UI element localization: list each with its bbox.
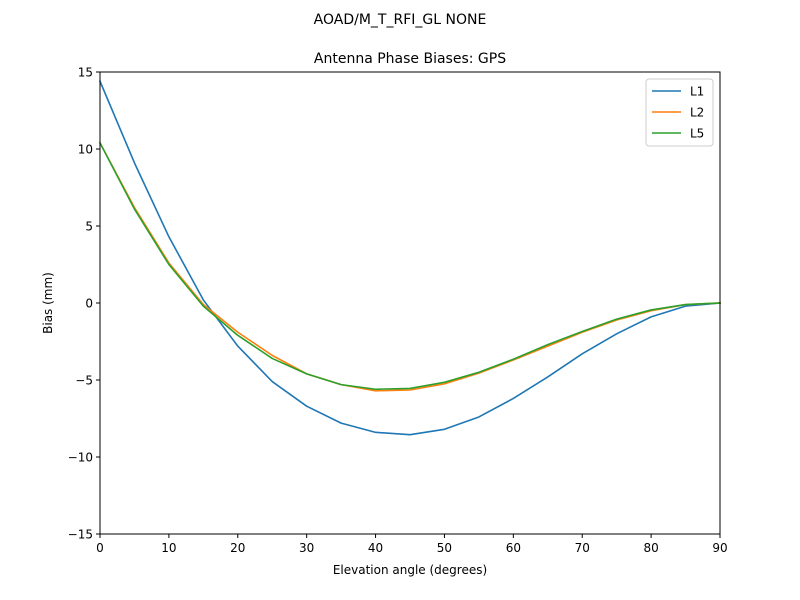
- y-tick-label: 15: [78, 66, 93, 80]
- x-tick-label: 20: [230, 541, 245, 555]
- x-tick-label: 0: [96, 541, 104, 555]
- x-tick-label: 90: [712, 541, 727, 555]
- series-line-l2: [98, 141, 721, 392]
- y-tick-label: −15: [68, 528, 93, 542]
- plot-lines: [98, 80, 721, 436]
- plot-area-frame: [99, 71, 721, 535]
- legend-label-l2: L2: [690, 106, 704, 120]
- x-tick-label: 40: [368, 541, 383, 555]
- x-tick-label: 30: [299, 541, 314, 555]
- y-tick-label: 5: [85, 220, 93, 234]
- series-line-l5: [98, 141, 721, 391]
- figure-suptitle: AOAD/M_T_RFI_GL NONE: [314, 12, 487, 28]
- chart-title: Antenna Phase Biases: GPS: [314, 51, 506, 67]
- legend: L1 L2 L5: [645, 78, 714, 147]
- x-tick-label: 70: [575, 541, 590, 555]
- y-tick-label: −5: [75, 374, 93, 388]
- y-tick-label: 10: [78, 143, 93, 157]
- x-axis-label: Elevation angle (degrees): [333, 563, 487, 577]
- x-tick-label: 50: [437, 541, 452, 555]
- y-tick-label: −10: [68, 451, 93, 465]
- x-tick-label: 60: [506, 541, 521, 555]
- y-tick-label: 0: [85, 297, 93, 311]
- legend-items: L1 L2 L5: [652, 85, 704, 141]
- legend-label-l5: L5: [690, 127, 704, 141]
- x-tick-label: 80: [643, 541, 658, 555]
- series-line-l1: [98, 80, 721, 436]
- x-axis-ticks: 0 10 20 30 40 50 60 70 80 90: [96, 534, 728, 555]
- legend-label-l1: L1: [690, 85, 704, 99]
- y-axis-ticks: −15 −10 −5 0 5 10 15: [68, 66, 100, 542]
- x-tick-label: 10: [161, 541, 176, 555]
- y-axis-label: Bias (mm): [41, 272, 55, 334]
